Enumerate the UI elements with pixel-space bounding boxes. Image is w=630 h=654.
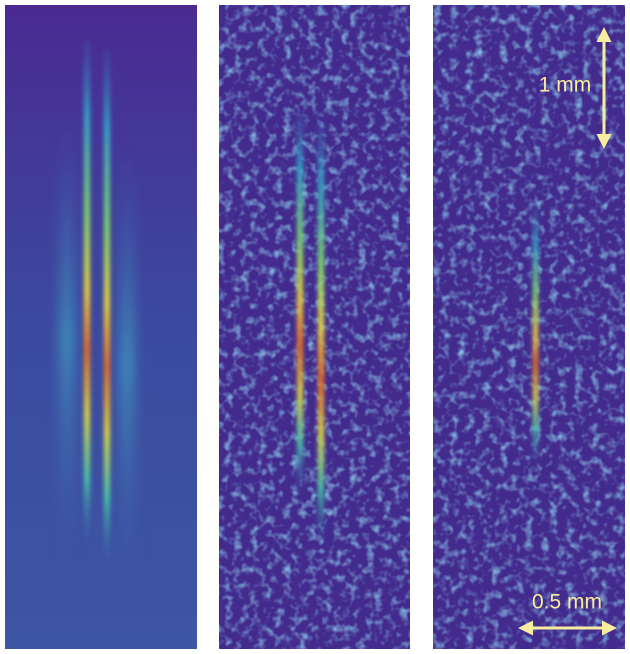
panel-1	[5, 5, 197, 649]
vertical-scale-label: 1 mm	[539, 74, 592, 97]
panel-2	[219, 5, 410, 649]
horizontal-scale-label: 0.5 mm	[532, 591, 602, 614]
panel-3	[433, 5, 625, 649]
